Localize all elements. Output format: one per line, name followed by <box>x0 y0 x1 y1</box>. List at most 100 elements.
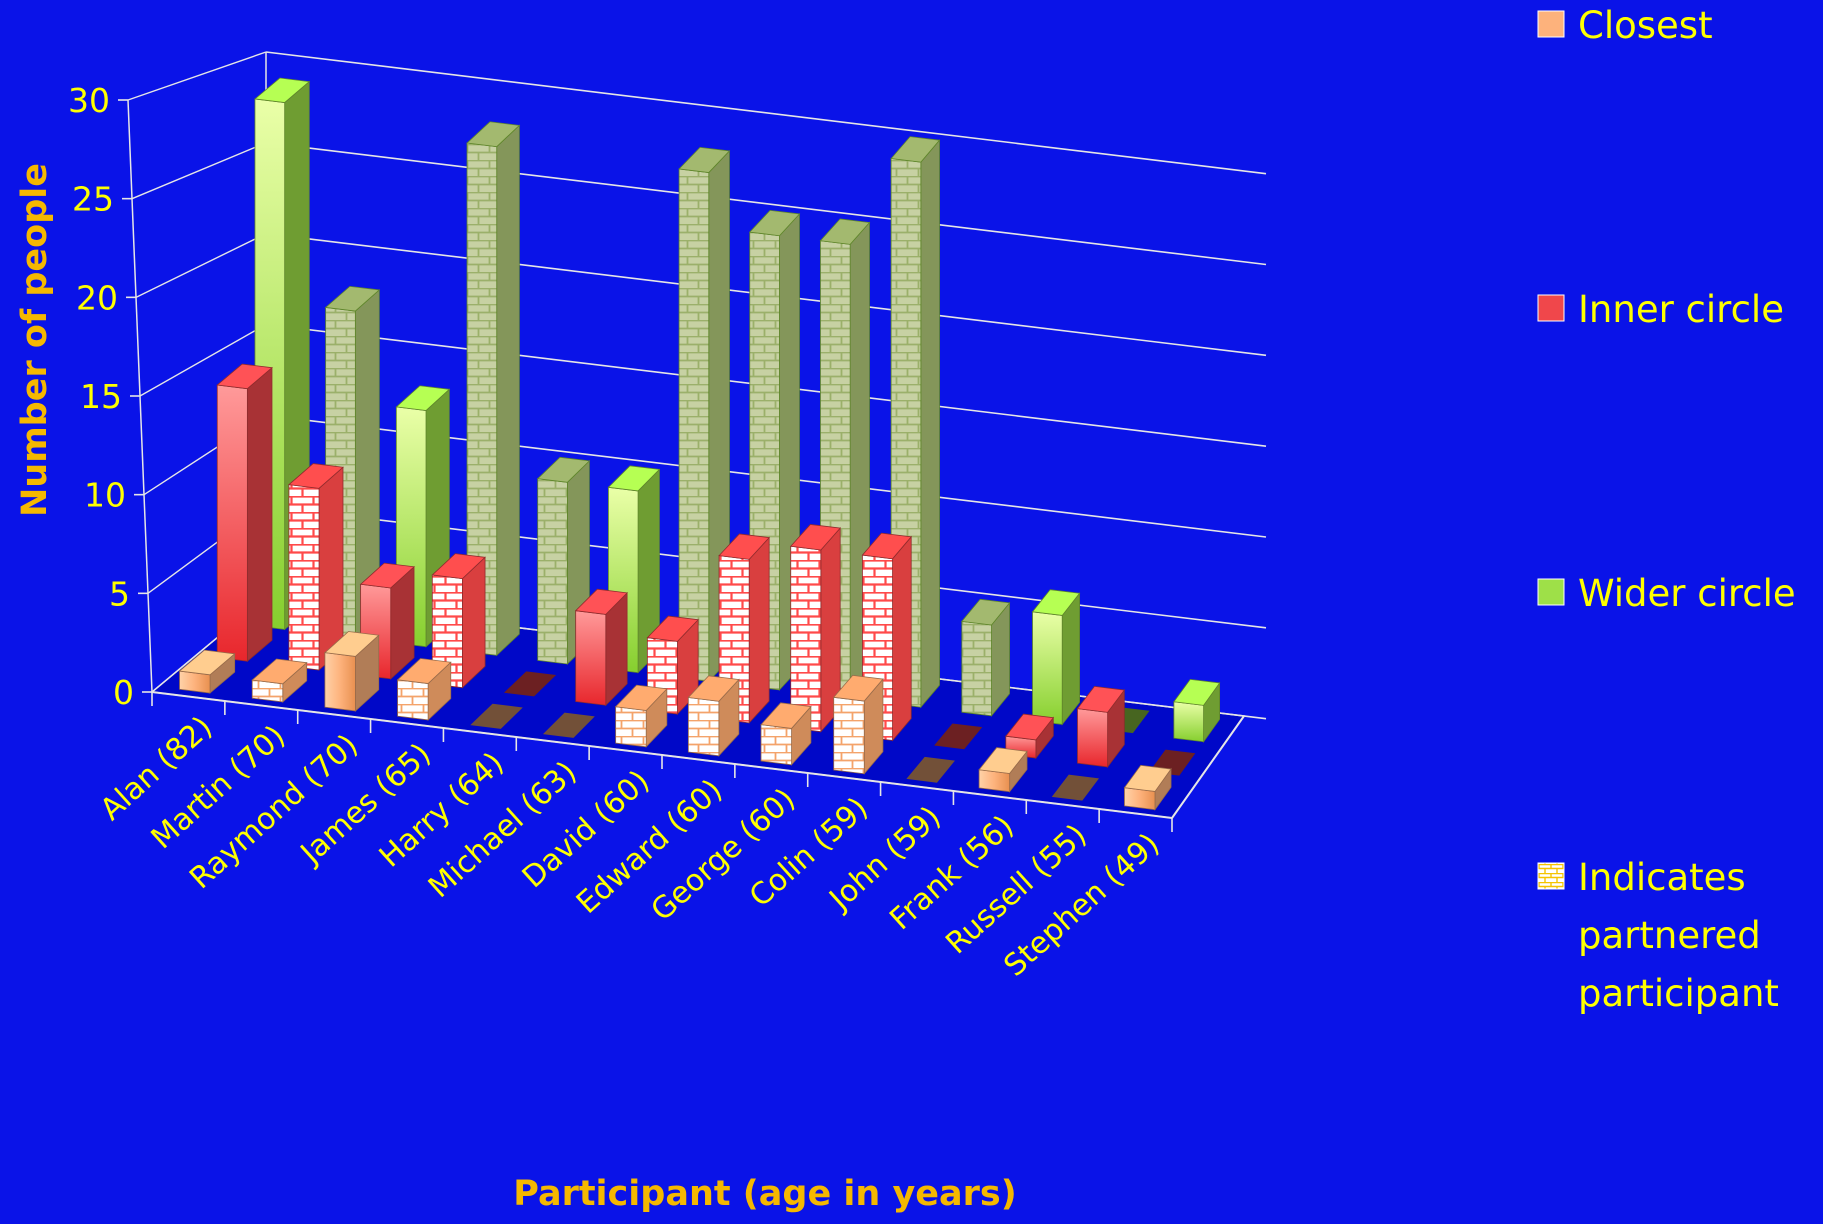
bar-closest <box>832 674 884 775</box>
bar-top <box>178 649 236 676</box>
bar-closest <box>614 684 668 748</box>
bar-top <box>718 533 770 560</box>
bar-closest-zero <box>1051 774 1100 801</box>
legend-label: Indicates <box>1578 856 1746 899</box>
bar-side <box>462 556 486 689</box>
legend-item-partnered: Indicates partnered participant <box>1537 856 1779 1015</box>
bar-top <box>323 631 380 657</box>
y-tick-label: 0 <box>113 673 134 712</box>
bar-front <box>575 610 607 706</box>
chart-title: Networks <box>731 0 1069 15</box>
bar-front <box>687 697 720 757</box>
bar-closest <box>1051 774 1100 801</box>
bar-closest <box>323 631 380 712</box>
bar-top <box>324 285 381 312</box>
gridline <box>265 142 1267 266</box>
gridline <box>265 51 1267 175</box>
legend-label: participant <box>1578 972 1779 1015</box>
bar-top <box>978 747 1028 774</box>
bar-front <box>615 706 647 748</box>
bar-top <box>216 363 273 390</box>
bar-side <box>892 535 912 742</box>
bar-top <box>678 146 731 174</box>
x-axis-title: Participant (age in years) <box>513 1174 1017 1214</box>
bar-inner <box>503 671 557 697</box>
bar-wider <box>678 146 731 683</box>
bar-wider <box>1173 678 1221 743</box>
y-tick-label: 30 <box>68 81 110 120</box>
bar-front <box>1173 701 1204 743</box>
side-wall-gridline <box>139 323 267 397</box>
bar-top <box>646 615 699 642</box>
bar-closest <box>978 747 1028 793</box>
bar-front <box>833 696 865 775</box>
bar-front <box>288 484 320 671</box>
bar-top <box>748 209 801 237</box>
bar-top <box>760 702 812 729</box>
bar-closest <box>760 702 812 766</box>
y-tick-label: 15 <box>80 377 122 416</box>
bar-top <box>1005 713 1055 741</box>
y-tick-label: 20 <box>76 278 118 317</box>
bar-top <box>687 675 740 702</box>
bar-front <box>961 620 992 717</box>
floor-right-edge <box>1171 715 1245 819</box>
bar-side <box>1061 592 1080 726</box>
bar-top <box>287 463 344 489</box>
bar-closest <box>178 649 236 694</box>
bar-side <box>246 366 273 663</box>
bar-top <box>251 658 308 685</box>
bar-top <box>607 465 661 492</box>
y-tick-label: 25 <box>72 180 114 219</box>
bar-top <box>1173 678 1221 706</box>
bar-closest <box>906 756 955 783</box>
y-tick-label: 5 <box>109 574 130 613</box>
legend-swatch <box>1537 294 1565 322</box>
side-wall-gridline <box>127 51 267 101</box>
bar-wider <box>961 598 1011 717</box>
bar-inner-zero <box>934 723 983 750</box>
bar-top <box>890 136 941 163</box>
y-tick-label: 10 <box>84 476 126 515</box>
bar-top <box>536 456 591 483</box>
y-axis-ticks: 0 5 10 15 20 25 30 <box>68 81 152 712</box>
bars <box>178 77 1221 811</box>
bar-front <box>1077 708 1109 768</box>
bar-inner-zero <box>503 671 557 697</box>
bar-top <box>789 524 841 551</box>
bar-closest <box>1123 764 1172 811</box>
bar-top <box>466 121 521 148</box>
bar-front <box>216 384 248 662</box>
bar-top <box>253 77 311 104</box>
legend-item-inner: Inner circle <box>1537 288 1784 331</box>
bar-side <box>496 124 520 657</box>
bar-front <box>1032 611 1063 725</box>
bar-closest <box>470 703 523 729</box>
bar-front <box>397 679 429 721</box>
bar-top <box>1076 685 1126 713</box>
legend-label: Wider circle <box>1578 572 1796 615</box>
legend-swatch <box>1537 578 1565 606</box>
bar-inner <box>934 723 983 750</box>
bar-top <box>861 532 912 560</box>
bar-front <box>537 478 568 665</box>
bar-front <box>760 724 792 766</box>
bar-top <box>431 553 486 580</box>
bar-front <box>324 652 356 712</box>
bar-top <box>396 658 452 684</box>
bar-top <box>395 385 451 411</box>
bar-inner <box>287 463 344 671</box>
bar-closest <box>687 675 740 757</box>
bar-inner <box>789 524 841 733</box>
bar-closest <box>396 658 452 721</box>
bar-wider <box>1031 589 1081 726</box>
legend: Closest Inner circle Wider circle Indicates… <box>1537 4 1796 1015</box>
legend-label: partnered <box>1578 914 1761 957</box>
bar-front <box>678 168 710 682</box>
side-wall-gridline <box>135 233 267 298</box>
bar-top <box>832 674 884 702</box>
legend-item-wider: Wider circle <box>1537 572 1796 615</box>
bar-inner <box>1076 685 1126 769</box>
bar-closest <box>542 712 595 738</box>
bar-side <box>920 139 940 709</box>
